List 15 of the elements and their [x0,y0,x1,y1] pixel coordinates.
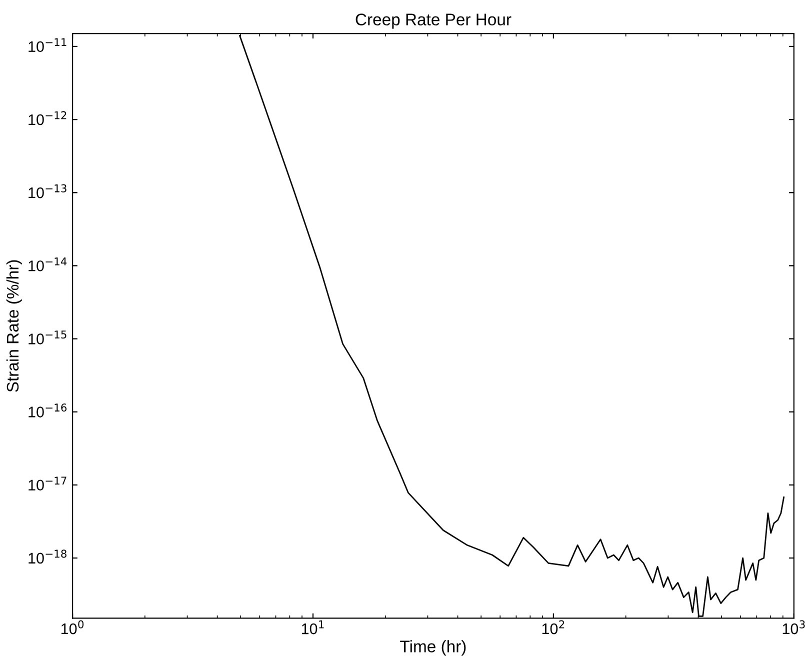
x-axis-title: Time (hr) [400,640,466,656]
chart-title: Creep Rate Per Hour [356,14,512,29]
x-tick-label: 10$^{2}$ [542,620,564,634]
y-axis-title: Strain Rate (%/hr) [6,260,22,392]
y-tick-label: 10$^{−16}$ [28,404,67,418]
x-tick-label: 10$^{0}$ [61,620,84,634]
y-tick-label: 10$^{−11}$ [28,38,66,52]
y-tick-label: 10$^{−17}$ [28,476,66,491]
x-tick-label: 10$^{3}$ [782,620,805,634]
y-tick-label: 10$^{−14}$ [28,257,67,272]
x-tick-label: 10$^{1}$ [302,620,324,634]
y-tick-label: 10$^{−13}$ [28,184,66,198]
y-tick-label: 10$^{−12}$ [28,111,66,126]
y-tick-label: 10$^{−18}$ [28,550,66,564]
y-tick-label: 10$^{−15}$ [28,330,66,344]
